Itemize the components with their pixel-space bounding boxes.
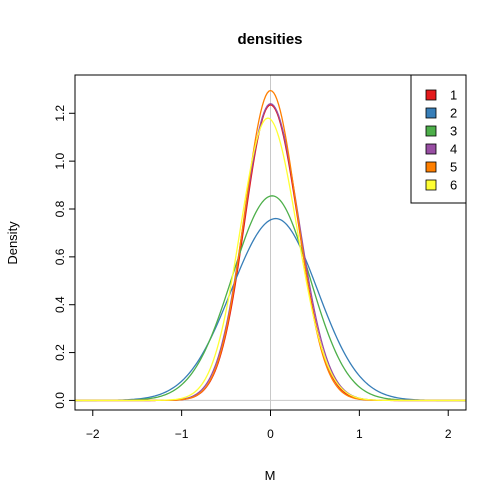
legend-swatch-5 (425, 161, 437, 173)
x-axis: −2 −1 0 1 2 (86, 409, 452, 441)
y-tick-label: 0.2 (53, 344, 67, 361)
legend-swatch-6 (425, 179, 437, 191)
legend-swatch-3 (425, 125, 437, 137)
series-layer (75, 89, 466, 402)
y-tick-label: 0.6 (53, 248, 67, 265)
y-axis: 0.0 0.2 0.4 0.6 0.8 1.0 1.2 (53, 105, 75, 409)
y-tick-label: 1.2 (53, 105, 67, 122)
x-axis-label: M (265, 468, 276, 483)
y-tick-label: 0.8 (53, 200, 67, 217)
y-axis-label: Density (5, 221, 20, 265)
legend-swatch-2 (425, 107, 437, 119)
legend-swatch-4 (425, 143, 437, 155)
x-tick-label: −2 (86, 427, 100, 441)
chart-title: densities (237, 31, 302, 48)
legend-box (410, 74, 467, 204)
x-tick-label: −1 (175, 427, 189, 441)
density-curve-6 (75, 117, 466, 402)
legend-label-3: 3 (450, 124, 457, 139)
legend-label-4: 4 (450, 142, 457, 157)
y-tick-label: 0.0 (53, 392, 67, 409)
x-tick-label: 1 (356, 427, 363, 441)
x-tick-label: 2 (445, 427, 452, 441)
reference-lines (75, 75, 466, 410)
legend-label-2: 2 (450, 106, 457, 121)
legend-label-6: 6 (450, 178, 457, 193)
legend-swatch-1 (425, 89, 437, 101)
y-tick-label: 0.4 (53, 296, 67, 313)
legend: 1 2 3 4 5 6 (410, 74, 467, 204)
legend-label-5: 5 (450, 160, 457, 175)
legend-label-1: 1 (450, 88, 457, 103)
density-curve-2 (75, 217, 466, 402)
y-tick-label: 1.0 (53, 152, 67, 169)
x-tick-label: 0 (267, 427, 274, 441)
